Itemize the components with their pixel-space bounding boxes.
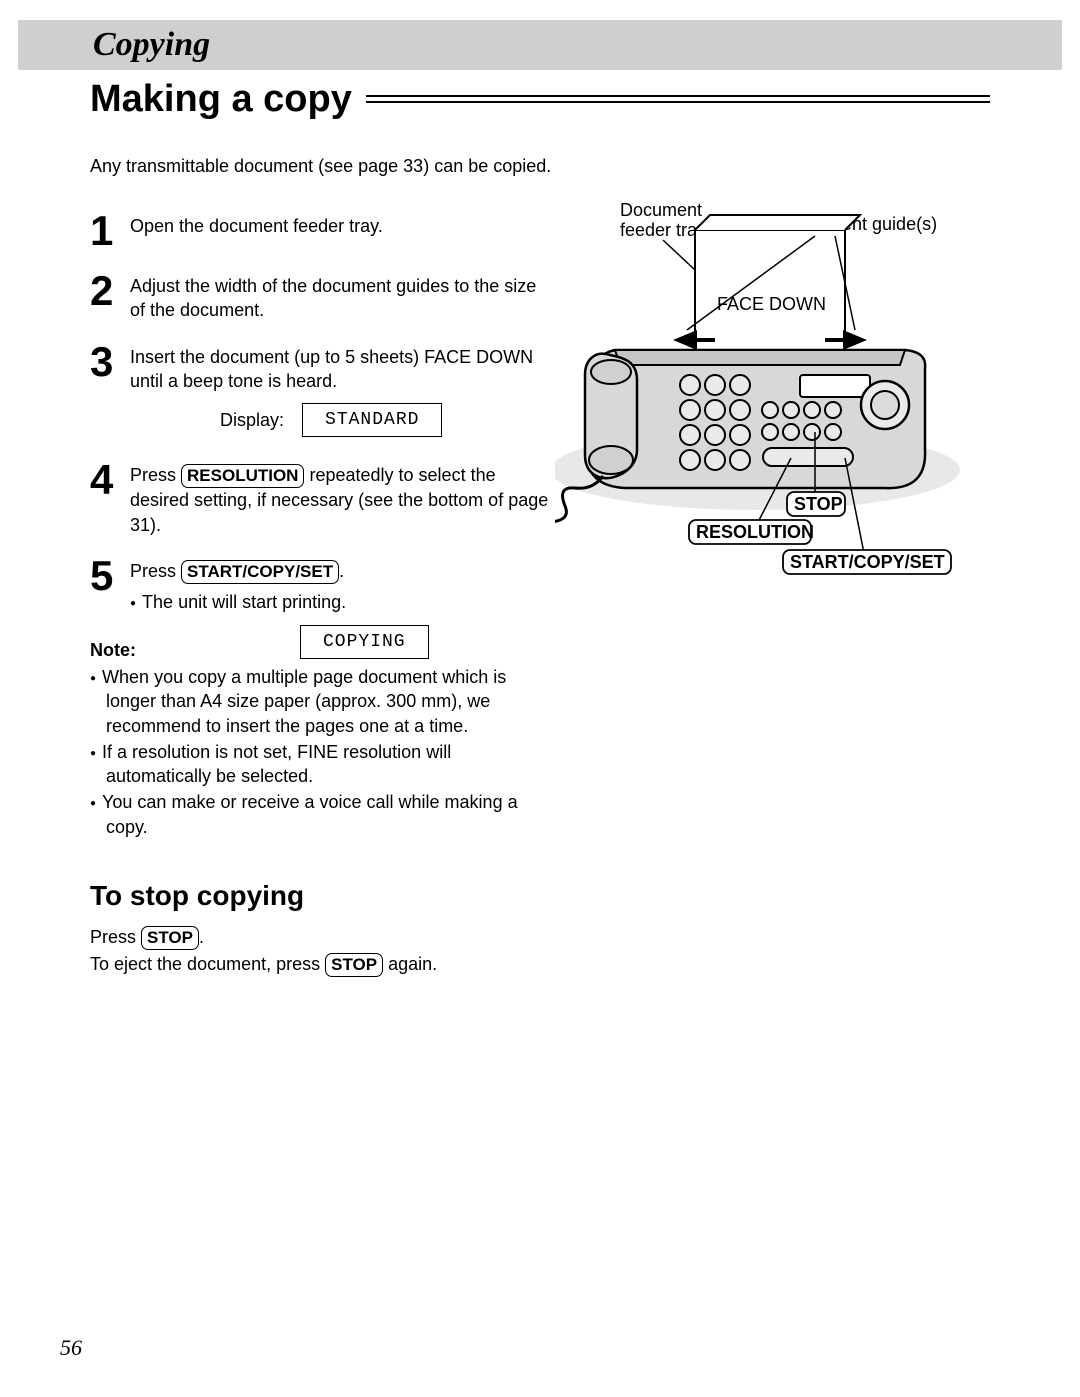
stop-line1-pre: Press <box>90 927 141 947</box>
callout-feeder-tray: Document <box>620 200 702 220</box>
callout-resolution-button: RESOLUTION <box>689 520 814 544</box>
step5-sub-bullet: The unit will start printing. <box>130 590 346 614</box>
step-text: Press START/COPY/SET. The unit will star… <box>130 555 346 615</box>
fax-machine-diagram: Document feeder tray Document guide(s) F… <box>555 200 995 620</box>
note-item: When you copy a multiple page document w… <box>90 665 550 738</box>
svg-text:START/COPY/SET: START/COPY/SET <box>790 552 945 572</box>
svg-text:feeder tray: feeder tray <box>620 220 706 240</box>
stop-copying-heading: To stop copying <box>90 880 304 912</box>
callout-stop-button: STOP <box>787 492 845 516</box>
step-4: 4 Press RESOLUTION repeatedly to select … <box>90 459 550 537</box>
step-number: 1 <box>90 210 130 252</box>
step-number: 3 <box>90 341 130 383</box>
step-text: Insert the document (up to 5 sheets) FAC… <box>130 341 550 394</box>
step-number: 2 <box>90 270 130 312</box>
note-title: Note: <box>90 640 550 661</box>
step-text: Press RESOLUTION repeatedly to select th… <box>130 459 550 537</box>
display-label: Display: <box>220 410 284 431</box>
stop-line2-pre: To eject the document, press <box>90 954 325 974</box>
fax-machine-icon <box>555 350 960 540</box>
svg-text:STOP: STOP <box>794 494 843 514</box>
note-item: You can make or receive a voice call whi… <box>90 790 550 839</box>
step-text: Open the document feeder tray. <box>130 210 383 238</box>
document-paper-icon: FACE DOWN <box>695 215 860 350</box>
note-item: If a resolution is not set, FINE resolut… <box>90 740 550 789</box>
title-rule <box>366 95 990 105</box>
step4-pre: Press <box>130 465 181 485</box>
section-header-text: Copying <box>93 26 210 64</box>
step5-post: . <box>339 561 344 581</box>
stop-line2-post: again. <box>383 954 437 974</box>
face-down-label: FACE DOWN <box>717 294 826 314</box>
step-3: 3 Insert the document (up to 5 sheets) F… <box>90 341 550 394</box>
stop-button-label: STOP <box>141 926 199 950</box>
intro-text: Any transmittable document (see page 33)… <box>90 156 551 177</box>
step-text: Adjust the width of the document guides … <box>130 270 550 323</box>
stop-line1-post: . <box>199 927 204 947</box>
start-copy-set-button-label: START/COPY/SET <box>181 560 339 584</box>
step-number: 4 <box>90 459 130 501</box>
step-1: 1 Open the document feeder tray. <box>90 210 550 252</box>
display-row-standard: Display: STANDARD <box>220 403 550 437</box>
stop-copying-body: Press STOP. To eject the document, press… <box>90 924 437 978</box>
step-2: 2 Adjust the width of the document guide… <box>90 270 550 323</box>
section-header-bar: Copying <box>18 20 1062 70</box>
note-list: When you copy a multiple page document w… <box>90 665 550 839</box>
page-title: Making a copy <box>90 78 352 121</box>
stop-button-label: STOP <box>325 953 383 977</box>
step-number: 5 <box>90 555 130 597</box>
step-5: 5 Press START/COPY/SET. The unit will st… <box>90 555 550 615</box>
callout-start-copy-set-button: START/COPY/SET <box>783 550 951 574</box>
page-title-row: Making a copy <box>90 78 990 121</box>
svg-text:RESOLUTION: RESOLUTION <box>696 522 814 542</box>
lcd-display: STANDARD <box>302 403 442 437</box>
step5-pre: Press <box>130 561 181 581</box>
resolution-button-label: RESOLUTION <box>181 464 304 488</box>
page-number: 56 <box>60 1335 82 1361</box>
steps-list: 1 Open the document feeder tray. 2 Adjus… <box>90 210 550 663</box>
note-block: Note: When you copy a multiple page docu… <box>90 640 550 841</box>
